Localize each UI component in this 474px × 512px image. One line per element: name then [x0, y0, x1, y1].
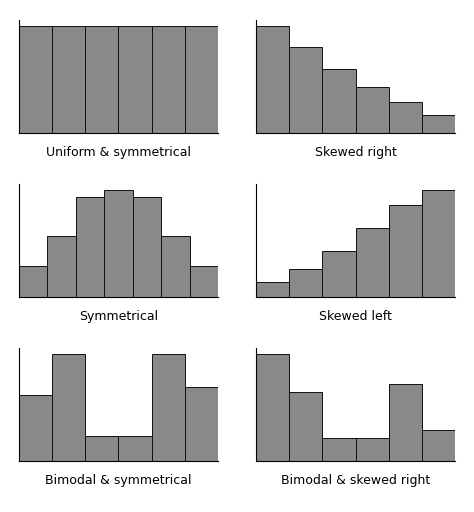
Bar — [47, 236, 76, 297]
Bar — [356, 87, 389, 133]
Bar — [356, 228, 389, 297]
Bar — [422, 115, 455, 133]
Bar — [185, 26, 218, 133]
Bar — [322, 69, 356, 133]
Bar — [152, 353, 185, 461]
Bar — [422, 189, 455, 297]
Bar — [256, 353, 289, 461]
Bar — [85, 26, 118, 133]
Text: Skewed left: Skewed left — [319, 310, 392, 323]
Bar — [389, 102, 422, 133]
Text: Bimodal & symmetrical: Bimodal & symmetrical — [45, 474, 192, 486]
Bar — [19, 395, 52, 461]
Bar — [422, 430, 455, 461]
Bar — [185, 387, 218, 461]
Bar — [104, 189, 133, 297]
Bar — [289, 392, 322, 461]
Bar — [118, 26, 152, 133]
Bar — [356, 438, 389, 461]
Text: Skewed right: Skewed right — [315, 146, 396, 159]
Bar — [322, 438, 356, 461]
Text: Uniform & symmetrical: Uniform & symmetrical — [46, 146, 191, 159]
Bar — [190, 266, 218, 297]
Bar — [389, 384, 422, 461]
Text: Symmetrical: Symmetrical — [79, 310, 158, 323]
Bar — [19, 26, 52, 133]
Bar — [76, 197, 104, 297]
Text: Bimodal & skewed right: Bimodal & skewed right — [281, 474, 430, 486]
Bar — [52, 26, 85, 133]
Bar — [389, 205, 422, 297]
Bar — [322, 251, 356, 297]
Bar — [256, 282, 289, 297]
Bar — [85, 436, 118, 461]
Bar — [152, 26, 185, 133]
Bar — [289, 269, 322, 297]
Bar — [118, 436, 152, 461]
Bar — [289, 47, 322, 133]
Bar — [161, 236, 190, 297]
Bar — [19, 266, 47, 297]
Bar — [133, 197, 161, 297]
Bar — [256, 26, 289, 133]
Bar — [52, 353, 85, 461]
